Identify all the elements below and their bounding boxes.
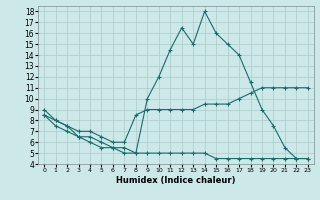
X-axis label: Humidex (Indice chaleur): Humidex (Indice chaleur) xyxy=(116,176,236,185)
